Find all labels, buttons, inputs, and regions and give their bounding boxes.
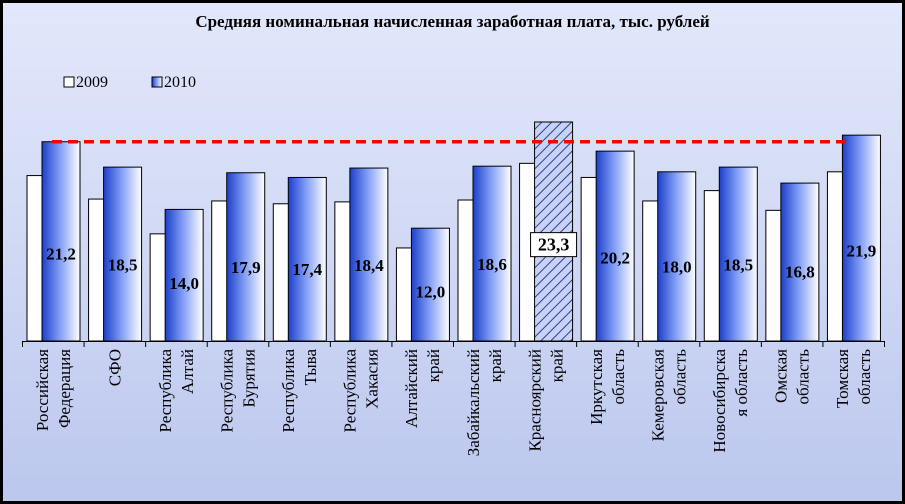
category-label: Омская область — [772, 349, 813, 405]
bar-2010 — [410, 227, 450, 342]
bar-2010 — [349, 167, 389, 342]
data-label: 18,5 — [108, 255, 138, 274]
legend-label: 2010 — [164, 74, 196, 91]
data-label-box — [530, 232, 578, 258]
category-label: Республика Бурятия — [218, 349, 259, 433]
bar-2010 — [41, 141, 81, 342]
bar-2010 — [595, 150, 635, 342]
category-label: Алтайский край — [402, 349, 443, 428]
data-label: 23,3 — [538, 235, 570, 255]
data-label: 16,8 — [785, 263, 815, 282]
category-label: СФО — [105, 349, 124, 386]
data-label: 21,2 — [46, 244, 76, 263]
data-label: 17,9 — [231, 258, 261, 277]
category-label: Томская область — [833, 349, 874, 408]
category-label: Иркутская область — [587, 349, 628, 425]
category-label: Красноярский край — [525, 349, 566, 452]
data-label: 12,0 — [416, 282, 446, 301]
category-label: Республика Тыва — [279, 349, 320, 433]
bar-2010 — [164, 208, 204, 342]
bar-2010 — [103, 166, 143, 342]
bar-2010 — [841, 134, 881, 342]
chart-title: Средняя номинальная начисленная заработн… — [195, 12, 710, 31]
category-label: Республика Алтай — [156, 349, 197, 433]
data-label: 18,5 — [723, 255, 753, 274]
data-label: 21,9 — [847, 241, 877, 260]
category-label: Новосибирска я область — [710, 349, 751, 453]
data-label: 18,0 — [662, 258, 692, 277]
bar-2010 — [287, 176, 327, 342]
data-label: 18,6 — [477, 255, 507, 274]
category-label: Забайкальский край — [464, 349, 505, 456]
bar-2010 — [226, 172, 266, 342]
bar-2010 — [780, 182, 820, 342]
legend-swatch — [151, 76, 163, 88]
category-label: Кемеровская область — [649, 349, 690, 442]
bar-2010 — [718, 166, 758, 342]
category-label: Республика Хакасия — [341, 349, 382, 433]
data-label: 18,4 — [354, 256, 384, 275]
bar-2010 — [534, 121, 574, 342]
data-label: 14,0 — [169, 274, 199, 293]
bar-2010 — [472, 165, 512, 342]
legend-label: 2009 — [76, 74, 108, 91]
bar-2010 — [657, 171, 697, 342]
data-label: 20,2 — [600, 248, 630, 267]
legend-swatch — [63, 76, 75, 88]
data-label: 17,4 — [292, 260, 322, 279]
category-label: Российская Федерация — [33, 349, 74, 431]
